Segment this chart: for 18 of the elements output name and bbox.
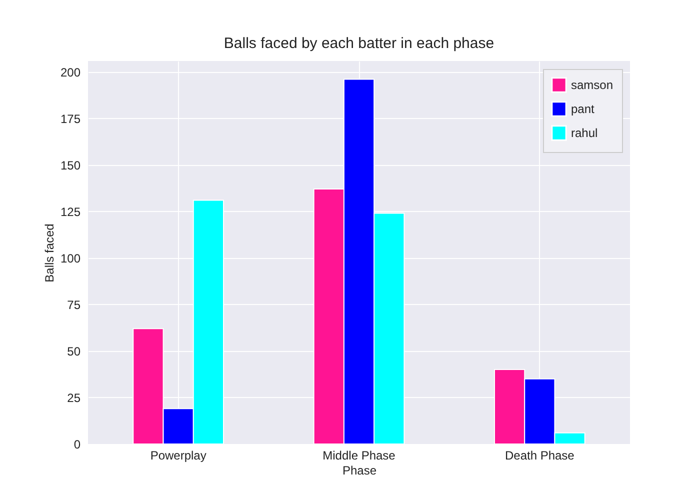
y-tick-label: 25 xyxy=(67,390,81,405)
y-tick-label: 175 xyxy=(60,112,81,126)
y-tick-label: 0 xyxy=(74,438,81,452)
legend-label: pant xyxy=(571,102,596,116)
legend-label: rahul xyxy=(571,126,598,140)
x-axis-title: Phase xyxy=(342,464,377,478)
chart-title: Balls faced by each batter in each phase xyxy=(224,35,494,52)
y-tick-label: 75 xyxy=(67,298,81,312)
y-tick-label: 150 xyxy=(60,158,81,172)
y-tick-label: 200 xyxy=(60,65,81,80)
legend-label: samson xyxy=(571,78,614,92)
y-tick-label: 100 xyxy=(60,251,81,266)
y-tick-label: 125 xyxy=(60,204,81,219)
x-tick-label: Death Phase xyxy=(504,448,575,462)
x-tick-label: Middle Phase xyxy=(322,448,396,462)
y-tick-label: 50 xyxy=(67,344,81,358)
y-axis-title: Balls faced xyxy=(42,224,56,282)
x-tick-label: Powerplay xyxy=(150,448,206,462)
